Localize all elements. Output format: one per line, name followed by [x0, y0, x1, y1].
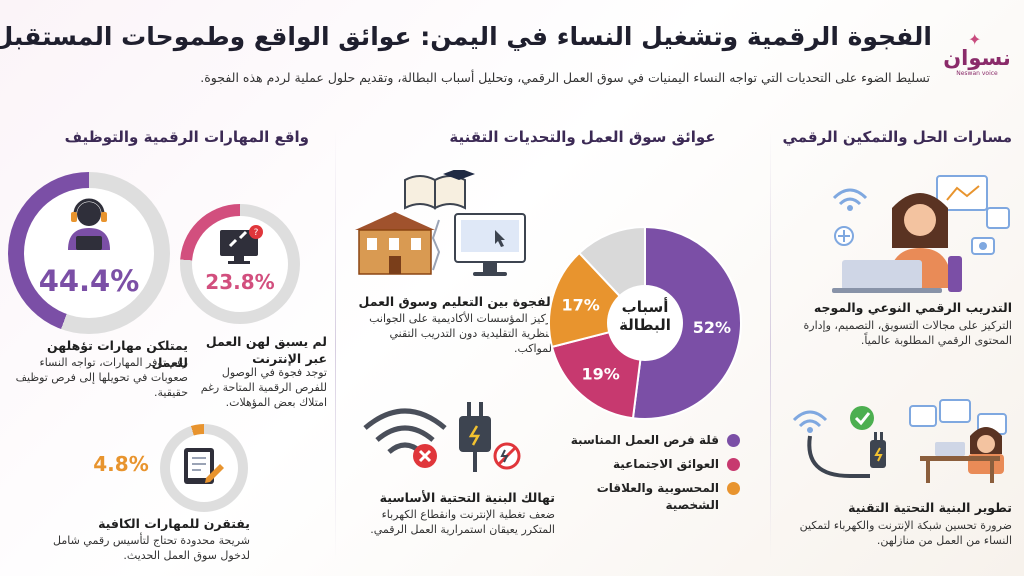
stat-value-44: 44.4%	[38, 264, 140, 298]
legend-entry-0: قلة فرص العمل المناسبة	[570, 432, 740, 448]
wifi-plug-error-icon	[363, 402, 521, 472]
barrier-body-education-gap: تركيز المؤسسات الأكاديمية على الجوانب ال…	[369, 312, 555, 355]
page-title: الفجوة الرقمية وتشغيل النساء في اليمن: ع…	[0, 22, 932, 51]
legend-swatch-1	[727, 458, 740, 472]
section-title-solutions: مسارات الحل والتمكين الرقمي	[782, 128, 1012, 146]
unemployment-causes-donut-chart: 52% 19% 17%	[548, 226, 742, 420]
donut-slice-0	[631, 226, 742, 420]
stat-body-23: توجد فجوة في الوصول للفرص الرقمية المتاح…	[200, 366, 327, 409]
school-book-computer-icon	[355, 170, 526, 276]
chart-title: أسباب البطالة	[619, 298, 671, 334]
legend-label-1: العوائق الاجتماعية	[612, 457, 719, 472]
legend-swatch-2	[727, 482, 740, 496]
plug-wifi-check-icon	[792, 399, 1007, 483]
legend-swatch-0	[727, 434, 740, 447]
legend-label-2: المحسوبية والعلاقات الشخصية	[596, 481, 719, 512]
legend-label-0: قلة فرص العمل المناسبة	[570, 433, 719, 447]
stat-heading-44: يمتلكن مهارات تؤهلهن للعمل	[46, 338, 188, 370]
column-divider-right	[770, 130, 771, 560]
stat-heading-4: يفتقرن للمهارات الكافية	[98, 516, 250, 531]
legend-entry-2: المحسوبية والعلاقات الشخصية	[570, 480, 740, 512]
donut-label-1: 19%	[582, 364, 620, 383]
logo: ✦ نسوان Neswan voice	[938, 28, 1016, 90]
section-title-skills: واقع المهارات الرقمية والتوظيف	[64, 128, 309, 146]
stat-heading-23: لم يسبق لهن العمل عبر الإنترنت	[205, 334, 327, 366]
donut-label-2: 17%	[562, 295, 600, 314]
column-divider-left	[335, 130, 336, 560]
barrier-heading-infrastructure: تهالك البنية التحتية الأساسية	[379, 490, 555, 505]
legend-entry-1: العوائق الاجتماعية	[570, 456, 740, 472]
chart-legend: قلة فرص العمل المناسبة العوائق الاجتماعية…	[570, 432, 740, 521]
stat-body-44: رغم توفر المهارات، تواجه النساء صعوبات ف…	[15, 356, 188, 399]
logo-tagline: Neswan voice	[956, 70, 998, 77]
barrier-body-infrastructure: ضعف تغطية الإنترنت وانقطاع الكهرباء المت…	[370, 508, 555, 536]
page-subtitle: تسليط الضوء على التحديات التي تواجه النس…	[200, 70, 930, 85]
stat-body-4: شريحة محدودة تحتاج لتأسيس رقمي شامل لدخو…	[53, 534, 250, 562]
solution-body-training: التركيز على مجالات التسويق، التصميم، وإد…	[803, 319, 1012, 347]
barrier-heading-education-gap: الفجوة بين التعليم وسوق العمل	[358, 294, 555, 309]
section-title-barriers: عوائق سوق العمل والتحديات التقنية	[449, 128, 716, 146]
broken-link-monitor-icon: ?	[220, 225, 263, 264]
headset-agent-icon	[68, 198, 110, 250]
solution-body-infrastructure: ضرورة تحسين شبكة الإنترنت والكهرباء لتمك…	[799, 519, 1012, 547]
tablet-pen-icon	[184, 448, 224, 484]
logo-text: نسوان	[943, 46, 1011, 70]
woman-laptop-icon	[832, 175, 1010, 293]
donut-label-0: 52%	[693, 318, 731, 337]
logo-star-icon: ✦	[968, 30, 982, 49]
svg-text:?: ?	[254, 228, 259, 238]
solution-heading-infrastructure: تطوير البنية التحتية التقنية	[848, 500, 1012, 515]
solution-heading-training: التدريب الرقمي النوعي والموجه	[813, 300, 1012, 315]
stat-value-4: 4.8%	[93, 452, 149, 476]
stat-value-23: 23.8%	[205, 270, 275, 294]
